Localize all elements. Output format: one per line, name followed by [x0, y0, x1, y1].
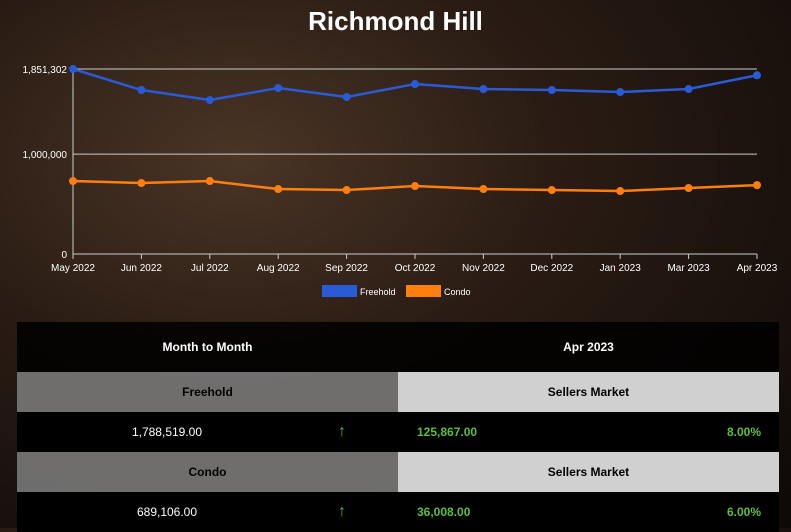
market-summary-table: Month to Month Apr 2023 Freehold Sellers… — [17, 322, 779, 532]
data-point — [205, 177, 214, 186]
x-tick-label: Aug 2022 — [257, 263, 300, 274]
data-point — [753, 71, 761, 80]
data-point — [547, 186, 556, 195]
x-tick-label: May 2022 — [51, 263, 95, 274]
property-type: Condo — [188, 465, 227, 479]
data-point — [342, 93, 351, 102]
price-value: 689,106.00 — [136, 505, 198, 519]
legend-label: Freehold — [360, 287, 396, 297]
change-value: 36,008.00 — [417, 505, 471, 519]
y-tick-label: 0 — [61, 250, 67, 261]
y-tick-label: 1,851,302 — [23, 65, 68, 76]
market-status: Sellers Market — [398, 452, 779, 492]
data-point — [684, 184, 693, 193]
x-tick-label: Jul 2022 — [191, 263, 229, 274]
data-point — [616, 88, 625, 97]
value-row: 689,106.00 ↑ 36,008.00 6.00% — [17, 492, 779, 532]
category-row: Condo Sellers Market — [17, 452, 779, 492]
data-point — [616, 187, 625, 196]
value-row: 1,788,519.00 ↑ 125,867.00 8.00% — [17, 412, 779, 452]
data-point — [205, 96, 214, 105]
price-value: 1,788,519.00 — [131, 425, 203, 439]
x-tick-label: Jan 2023 — [600, 263, 642, 274]
data-point — [411, 182, 419, 191]
data-point — [69, 65, 77, 73]
data-point — [137, 179, 146, 188]
x-tick-label: Sep 2022 — [325, 263, 368, 274]
header-month-to-month: Month to Month — [162, 340, 253, 354]
x-tick-label: Apr 2023 — [737, 263, 778, 274]
data-point — [69, 177, 77, 186]
table-header: Month to Month Apr 2023 — [17, 322, 779, 372]
data-point — [547, 86, 556, 95]
line-chart: 0 1,000,000 1,851,302 May 2022 Jun 2022 Jul 2… — [23, 65, 778, 297]
data-point — [479, 185, 488, 194]
x-tick-label: Jun 2022 — [121, 263, 163, 274]
legend-label: Condo — [444, 287, 471, 297]
x-tick-label: Mar 2023 — [667, 263, 710, 274]
data-point — [479, 85, 488, 94]
header-period: Apr 2023 — [563, 340, 614, 354]
data-point — [274, 185, 283, 194]
up-arrow-icon: ↑ — [338, 423, 346, 440]
property-type: Freehold — [182, 385, 233, 399]
x-tick-label: Dec 2022 — [530, 263, 573, 274]
percent-change: 6.00% — [726, 505, 761, 519]
change-value: 125,867.00 — [417, 425, 478, 439]
up-arrow-icon: ↑ — [338, 503, 346, 520]
data-point — [753, 181, 761, 190]
data-point — [137, 86, 146, 95]
data-point — [411, 80, 419, 89]
x-tick-label: Oct 2022 — [395, 263, 436, 274]
category-row: Freehold Sellers Market — [17, 372, 779, 412]
chart-title: Richmond Hill — [308, 6, 483, 36]
data-point — [684, 85, 693, 94]
legend-swatch — [406, 285, 441, 297]
data-point — [342, 186, 351, 195]
y-tick-label: 1,000,000 — [23, 150, 68, 161]
market-status: Sellers Market — [398, 372, 779, 412]
data-point — [274, 84, 283, 93]
legend-swatch — [322, 285, 357, 297]
x-tick-label: Nov 2022 — [462, 263, 505, 274]
percent-change: 8.00% — [726, 425, 761, 439]
